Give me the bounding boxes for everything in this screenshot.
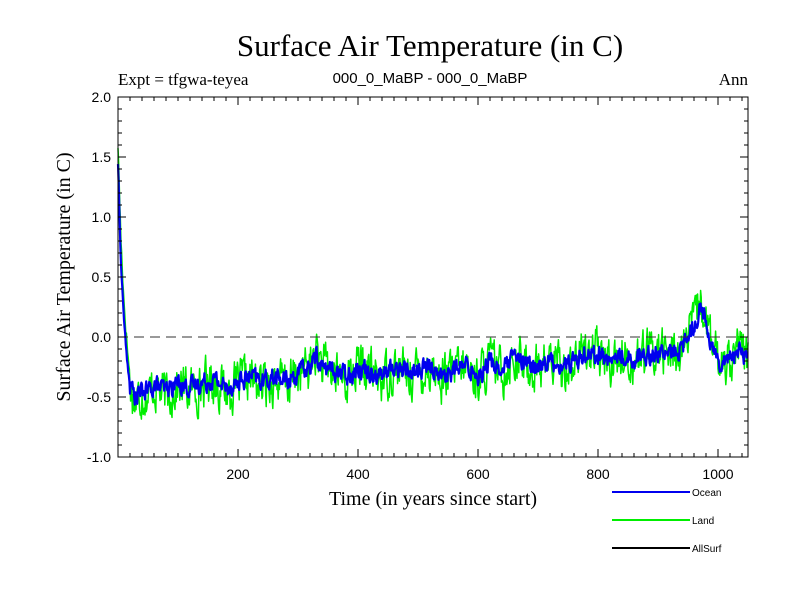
season-label: Ann <box>718 70 748 89</box>
plot-frame <box>117 96 749 458</box>
y-tick-label: 2.0 <box>92 89 112 105</box>
legend-label-land: Land <box>692 516 714 527</box>
y-axis-label: Surface Air Temperature (in C) <box>53 152 75 401</box>
x-tick-label: 800 <box>586 466 610 482</box>
series-line-ocean <box>116 164 749 406</box>
x-tick-label: 1000 <box>702 466 733 482</box>
legend-label-allsurf: AllSurf <box>692 544 722 555</box>
legend-label-ocean: Ocean <box>692 488 721 499</box>
chart-title: Surface Air Temperature (in C) <box>236 28 624 63</box>
x-tick-label: 600 <box>466 466 490 482</box>
y-tick-label: 0.5 <box>92 269 112 285</box>
y-tick-label: 1.5 <box>92 149 112 165</box>
y-tick-label: -0.5 <box>87 389 111 405</box>
x-axis-label: Time (in years since start) <box>329 488 537 510</box>
x-tick-label: 400 <box>346 466 370 482</box>
experiment-label: Expt = tfgwa-teyea <box>118 70 249 89</box>
period-label: 000_0_MaBP - 000_0_MaBP <box>332 70 528 87</box>
y-tick-label: 1.0 <box>92 209 112 225</box>
y-tick-label: 0.0 <box>92 329 112 345</box>
x-tick-label: 200 <box>226 466 250 482</box>
y-tick-label: -1.0 <box>87 449 111 465</box>
